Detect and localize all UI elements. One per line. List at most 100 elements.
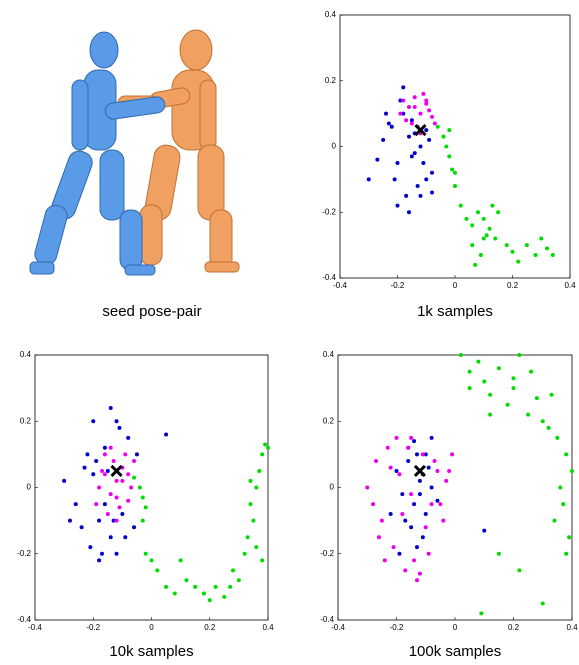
point <box>412 502 416 506</box>
point <box>470 243 474 247</box>
point <box>251 519 255 523</box>
plot-frame <box>35 355 268 620</box>
point <box>415 578 419 582</box>
point <box>381 138 385 142</box>
y-tick-label: 0.2 <box>20 416 32 425</box>
point <box>397 472 401 476</box>
point <box>427 138 431 142</box>
point <box>109 406 113 410</box>
point <box>430 502 434 506</box>
y-tick-label: -0.4 <box>320 615 334 624</box>
point <box>505 243 509 247</box>
figure: seed pose-pair -0.4-0.200.20.4-0.4-0.200… <box>0 0 579 665</box>
point <box>91 472 95 476</box>
y-tick-label: 0 <box>330 483 335 492</box>
point <box>541 601 545 605</box>
point <box>106 469 110 473</box>
point <box>468 386 472 390</box>
seed-marker <box>415 466 425 476</box>
page: {"image": {"caption": "seed pose-pair"},… <box>0 0 579 665</box>
point <box>126 499 130 503</box>
x-tick-label: 0 <box>149 623 154 632</box>
point <box>447 154 451 158</box>
point <box>482 217 486 221</box>
point <box>400 492 404 496</box>
point <box>62 479 66 483</box>
point <box>164 585 168 589</box>
y-tick-label: 0.2 <box>325 76 337 85</box>
point <box>567 535 571 539</box>
point <box>97 558 101 562</box>
point <box>115 519 119 523</box>
point <box>427 108 431 112</box>
point <box>193 585 197 589</box>
x-tick-label: -0.2 <box>86 623 100 632</box>
point <box>424 512 428 516</box>
point <box>371 502 375 506</box>
point <box>424 177 428 181</box>
point <box>516 260 520 264</box>
point <box>497 366 501 370</box>
point <box>406 446 410 450</box>
point <box>482 380 486 384</box>
point <box>545 246 549 250</box>
point <box>393 177 397 181</box>
chart-caption: 10k samples <box>109 643 193 660</box>
point <box>564 552 568 556</box>
point <box>433 121 437 125</box>
point <box>367 177 371 181</box>
x-tick-label: 0.2 <box>507 281 519 290</box>
point <box>138 486 142 490</box>
point <box>141 495 145 499</box>
point <box>249 502 253 506</box>
point <box>512 386 516 390</box>
point <box>135 452 139 456</box>
point <box>479 611 483 615</box>
point <box>103 446 107 450</box>
point <box>482 529 486 533</box>
point <box>74 502 78 506</box>
point <box>450 168 454 172</box>
point <box>418 572 422 576</box>
point <box>485 233 489 237</box>
y-tick-label: -0.2 <box>320 549 334 558</box>
point <box>390 125 394 129</box>
y-tick-label: 0.4 <box>325 10 337 19</box>
point <box>488 413 492 417</box>
point <box>88 545 92 549</box>
y-tick-label: 0.2 <box>323 416 335 425</box>
point <box>517 568 521 572</box>
x-tick-label: -0.2 <box>390 623 404 632</box>
point <box>398 112 402 116</box>
point <box>433 459 437 463</box>
point <box>470 223 474 227</box>
point <box>100 552 104 556</box>
point <box>246 535 250 539</box>
point <box>383 558 387 562</box>
point <box>413 95 417 99</box>
point <box>550 393 554 397</box>
y-tick-label: -0.2 <box>17 549 31 558</box>
point <box>123 452 127 456</box>
point <box>396 204 400 208</box>
point <box>132 525 136 529</box>
point <box>444 479 448 483</box>
y-tick-label: 0.4 <box>20 350 32 359</box>
point <box>453 171 457 175</box>
point <box>377 535 381 539</box>
point <box>535 396 539 400</box>
point <box>552 519 556 523</box>
image-caption: seed pose-pair <box>102 303 201 320</box>
y-tick-label: -0.2 <box>322 207 336 216</box>
point <box>447 128 451 132</box>
point <box>410 121 414 125</box>
point <box>555 436 559 440</box>
point <box>511 250 515 254</box>
point <box>179 558 183 562</box>
point <box>97 486 101 490</box>
point <box>479 253 483 257</box>
point <box>539 237 543 241</box>
point <box>409 525 413 529</box>
point <box>374 459 378 463</box>
mannequin-image: seed pose-pair <box>30 30 239 320</box>
